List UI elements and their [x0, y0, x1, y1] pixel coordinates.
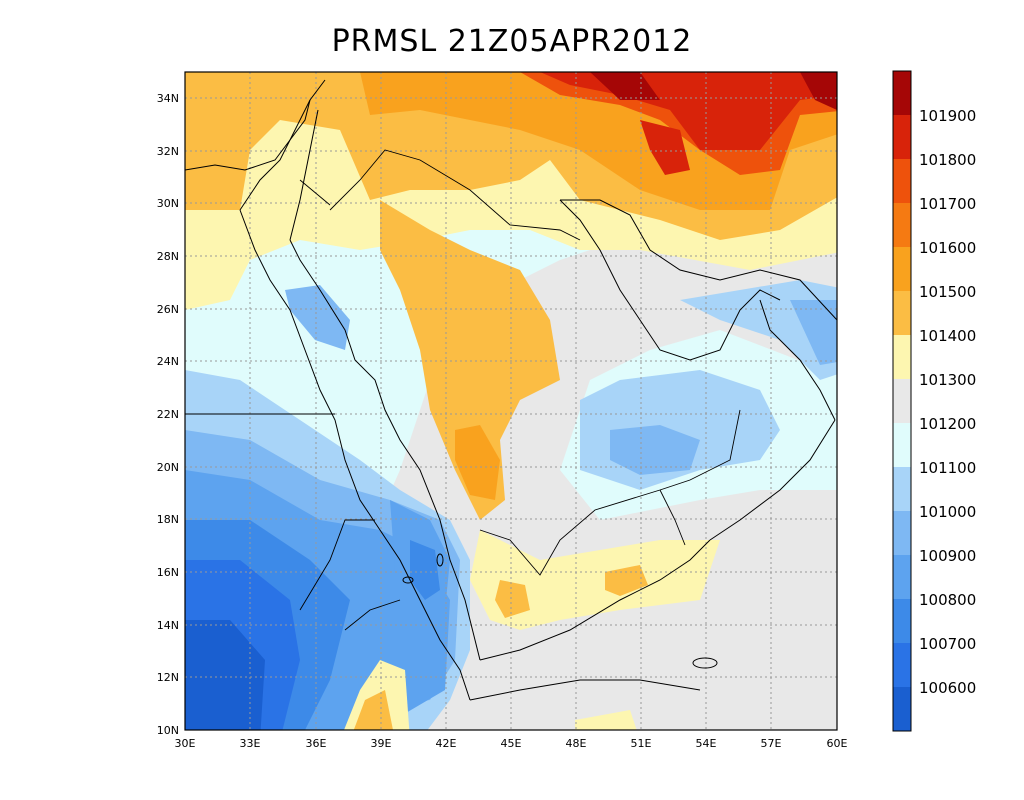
plot-frame — [184, 71, 838, 731]
colorbar-label: 101500 — [919, 283, 976, 301]
colorbar-label: 101200 — [919, 415, 976, 433]
x-tick-label: 36E — [306, 737, 327, 750]
x-tick-label: 57E — [761, 737, 782, 750]
pressure-field — [185, 72, 837, 730]
y-tick-label: 22N — [157, 408, 179, 421]
colorbar-label: 101400 — [919, 327, 976, 345]
y-tick-label: 10N — [157, 724, 179, 737]
borders — [185, 149, 741, 631]
y-tick-label: 32N — [157, 145, 179, 158]
colorbar-swatch — [893, 379, 911, 423]
y-tick-label: 34N — [157, 92, 179, 105]
map-title: PRMSL 21Z05APR2012 — [331, 24, 693, 59]
x-tick-label: 60E — [827, 737, 848, 750]
colorbar-swatch — [893, 687, 911, 731]
y-tick-label: 20N — [157, 461, 179, 474]
x-tick-label: 48E — [566, 737, 587, 750]
colorbar-label: 100600 — [919, 679, 976, 697]
colorbar-swatch — [893, 115, 911, 159]
x-tick-label: 42E — [436, 737, 457, 750]
y-tick-label: 18N — [157, 513, 179, 526]
y-tick-label: 24N — [157, 355, 179, 368]
x-tick-label: 45E — [501, 737, 522, 750]
colorbar-swatch — [893, 203, 911, 247]
x-tick-label: 33E — [240, 737, 261, 750]
colorbar-swatch — [893, 71, 911, 115]
y-tick-label: 12N — [157, 671, 179, 684]
colorbar-label: 101900 — [919, 107, 976, 125]
colorbar-swatch — [893, 247, 911, 291]
colorbar-swatch — [893, 467, 911, 511]
coastlines — [185, 79, 837, 701]
colorbar-swatch — [893, 335, 911, 379]
grid-lines — [185, 72, 837, 730]
y-tick-label: 16N — [157, 566, 179, 579]
colorbar-label: 101100 — [919, 459, 976, 477]
colorbar-label: 101700 — [919, 195, 976, 213]
y-tick-label: 26N — [157, 303, 179, 316]
colorbar-label: 101300 — [919, 371, 976, 389]
colorbar-label: 100800 — [919, 591, 976, 609]
colorbar-label: 101600 — [919, 239, 976, 257]
y-tick-label: 14N — [157, 619, 179, 632]
x-tick-label: 51E — [631, 737, 652, 750]
colorbar-label: 100700 — [919, 635, 976, 653]
y-axis: 10N 12N 14N 16N 18N 20N 22N 24N 26N 28N … — [157, 92, 179, 737]
y-tick-label: 28N — [157, 250, 179, 263]
colorbar-swatch — [893, 511, 911, 555]
colorbar-swatch — [893, 159, 911, 203]
x-tick-label: 30E — [175, 737, 196, 750]
colorbar-frame — [892, 70, 912, 732]
colorbar-swatch — [893, 423, 911, 467]
x-tick-label: 54E — [696, 737, 717, 750]
colorbar: 100600 100700 100800 100900 101000 101100 1012… — [892, 70, 976, 732]
colorbar-swatch — [893, 643, 911, 687]
colorbar-swatch — [893, 291, 911, 335]
colorbar-label: 100900 — [919, 547, 976, 565]
y-tick-label: 30N — [157, 197, 179, 210]
x-tick-label: 39E — [371, 737, 392, 750]
colorbar-swatch — [893, 599, 911, 643]
colorbar-label: 101800 — [919, 151, 976, 169]
x-axis: 30E 33E 36E 39E 42E 45E 48E 51E 54E 57E … — [175, 737, 848, 750]
colorbar-label: 101000 — [919, 503, 976, 521]
colorbar-swatch — [893, 555, 911, 599]
